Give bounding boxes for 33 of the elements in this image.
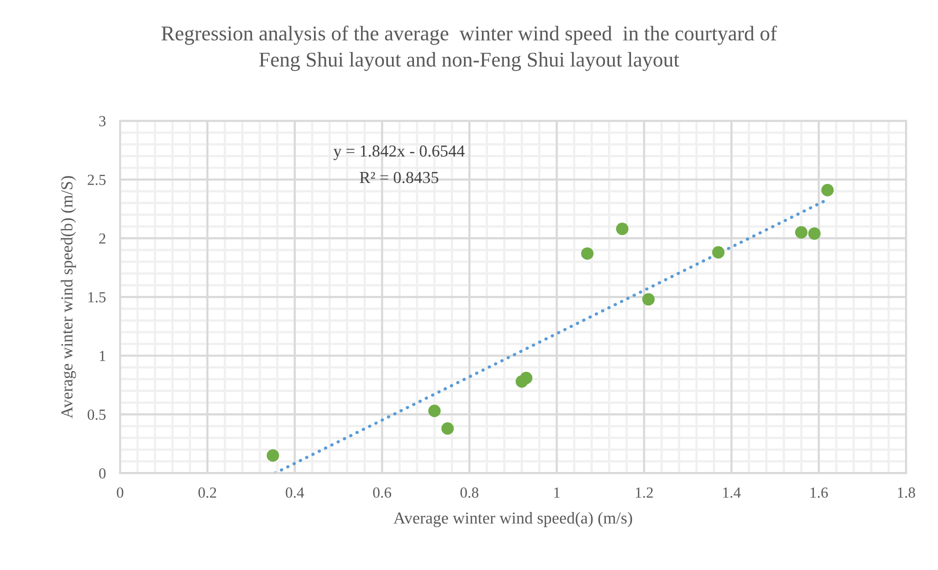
y-tick-label: 1 <box>100 350 106 361</box>
x-axis-title: Average winter wind speed(a) (m/s) <box>394 512 632 528</box>
y-tick-label: 2 <box>99 233 106 244</box>
point <box>616 222 628 236</box>
x-tick-label: 1.8 <box>898 487 916 498</box>
point <box>821 184 834 196</box>
y-axis-title: Average winter wind speed(b) (m/S) <box>60 176 76 418</box>
chart-title: Regression analysis of the average winter wind speed in the courtyard of Feng Shui layout and non-Feng Shui layout layout <box>162 26 778 71</box>
y-tick-label: 2.5 <box>88 174 106 186</box>
x-tick-label: 1.2 <box>636 487 653 498</box>
point <box>428 404 441 418</box>
y-tick-label: 0 <box>99 468 106 479</box>
y-tick-label: 0.5 <box>88 410 106 420</box>
x-tick-label: 0.8 <box>460 487 478 498</box>
y-tick-label: 1.5 <box>88 292 106 302</box>
annotation: y = 1.842x - 0.6544 <box>334 145 465 160</box>
point <box>520 372 532 384</box>
x-tick-label: 0.2 <box>198 487 216 498</box>
x-tick-label: 0 <box>116 487 124 498</box>
point <box>808 227 821 240</box>
y-tick-label: 3 <box>99 116 106 126</box>
x-tick-label: 1.6 <box>810 487 828 498</box>
x-tick-label: 0.4 <box>286 487 304 498</box>
point <box>795 226 808 239</box>
point <box>441 422 454 435</box>
point <box>581 247 594 260</box>
point <box>266 449 280 462</box>
point <box>642 293 655 306</box>
x-tick-label: 0.6 <box>373 487 392 498</box>
x-tick-label: 1.4 <box>723 488 741 498</box>
x-tick-label: 1 <box>554 488 560 498</box>
annotation: R² = 0.8435 <box>360 172 438 184</box>
point <box>712 246 725 259</box>
